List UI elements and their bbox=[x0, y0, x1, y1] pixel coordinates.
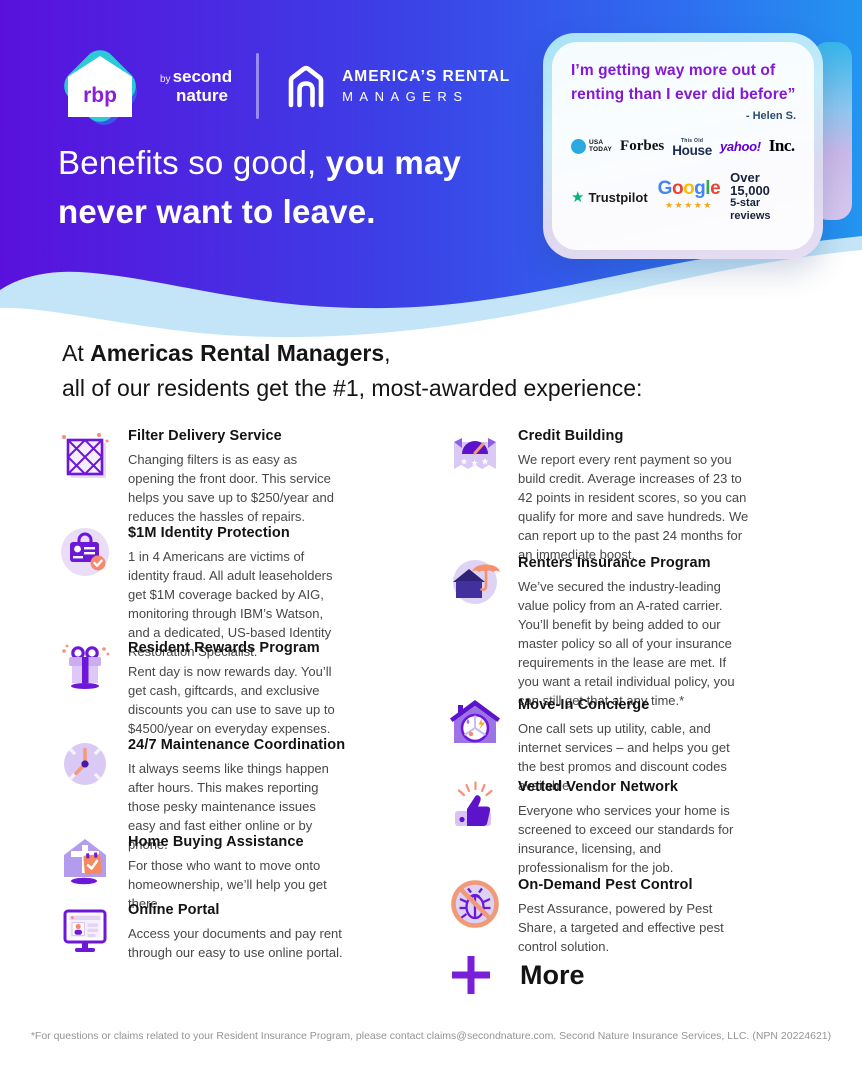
intro-heading: At Americas Rental Managers, all of our … bbox=[62, 336, 642, 406]
by-label: by bbox=[160, 73, 171, 85]
trustpilot-star-icon: ★ bbox=[571, 189, 585, 206]
concierge-house-icon bbox=[448, 697, 502, 751]
feature-title: Resident Rewards Program bbox=[128, 640, 320, 656]
feature-title: Filter Delivery Service bbox=[128, 428, 282, 444]
rbp-logo-text: rbp bbox=[83, 84, 117, 107]
feature-identity-protection: $1M Identity Protection 1 in 4 Americans… bbox=[58, 525, 346, 661]
more-label: More bbox=[520, 959, 585, 990]
feature-credit-building: ★ ★ ★ Credit Building We report every re… bbox=[448, 428, 750, 564]
feature-body: Rent day is now rewards day. You’ll get … bbox=[128, 664, 335, 736]
second-nature-wordmark: by second nature bbox=[160, 66, 233, 105]
feature-body: 1 in 4 Americans are victims of identity… bbox=[128, 549, 333, 659]
intro-line2: all of our residents get the #1, most-aw… bbox=[62, 375, 643, 401]
feature-body: Everyone who services your home is scree… bbox=[518, 803, 734, 875]
umbrella-house-icon bbox=[448, 555, 502, 609]
home-sign-icon bbox=[58, 834, 112, 888]
feature-body: Pest Assurance, powered by Pest Share, a… bbox=[518, 901, 724, 954]
brand-logo-row: rbp by second nature AMERICA’S RENTAL MAN… bbox=[57, 43, 510, 132]
feature-title: Vetted Vendor Network bbox=[518, 779, 679, 795]
feature-body: It always seems like things happen after… bbox=[128, 761, 329, 852]
feature-body: One call sets up utility, cable, and int… bbox=[518, 721, 730, 793]
arm-logo-line2: MANAGERS bbox=[342, 89, 469, 104]
feature-title: Online Portal bbox=[128, 902, 220, 918]
testimonial-card: I’m getting way more out of renting than… bbox=[543, 33, 823, 259]
credit-gauge-icon: ★ ★ ★ bbox=[448, 428, 502, 482]
feature-title: Move-In Concierge bbox=[518, 697, 650, 713]
rbp-logo: rbp bbox=[57, 43, 144, 132]
svg-text:★: ★ bbox=[471, 458, 479, 468]
media-logos-row: USA TODAY Forbes This Old House yahoo! I… bbox=[571, 136, 796, 158]
vertical-divider bbox=[256, 53, 260, 119]
google-five-stars-icon: ★★★★★ bbox=[664, 200, 713, 210]
svg-text:★: ★ bbox=[460, 457, 468, 467]
arm-logo-line1: AMERICA’S RENTAL bbox=[342, 68, 511, 85]
testimonial-quote: I’m getting way more out of renting than… bbox=[571, 62, 796, 103]
feature-resident-rewards: Resident Rewards Program Rent day is now… bbox=[58, 640, 346, 738]
second-nature-line2: nature bbox=[176, 85, 228, 105]
pest-icon bbox=[448, 877, 502, 931]
feature-title: On-Demand Pest Control bbox=[518, 877, 693, 893]
feature-body: We report every rent payment so you buil… bbox=[518, 452, 749, 562]
testimonial-card-inner: I’m getting way more out of renting than… bbox=[552, 42, 814, 250]
americas-rental-managers-logo: AMERICA’S RENTAL MANAGERS bbox=[283, 63, 510, 109]
feature-home-buying: Home Buying Assistance For those who wan… bbox=[58, 834, 346, 913]
feature-title: $1M Identity Protection bbox=[128, 525, 290, 541]
gift-icon bbox=[58, 640, 112, 694]
svg-text:★: ★ bbox=[481, 457, 489, 467]
reviews-row: ★ Trustpilot Google ★★★★★ Over 15,000 5-… bbox=[571, 171, 796, 223]
yahoo-logo: yahoo! bbox=[719, 138, 761, 154]
feature-title: Home Buying Assistance bbox=[128, 834, 304, 850]
intro-brand-name: Americas Rental Managers bbox=[90, 340, 385, 366]
usa-today-circle-icon bbox=[571, 138, 586, 154]
hero-headline: Benefits so good, you may never want to … bbox=[58, 138, 461, 236]
second-nature-line1: second bbox=[172, 66, 233, 86]
plus-icon bbox=[452, 956, 490, 994]
feature-body: For those who want to move onto homeowne… bbox=[128, 858, 327, 911]
arm-house-icon bbox=[288, 65, 324, 108]
feature-maintenance-coordination: 24/7 Maintenance Coordination It always … bbox=[58, 737, 346, 854]
headline-bold2: never want to leave. bbox=[58, 193, 376, 230]
feature-move-in-concierge: Move-In Concierge One call sets up utili… bbox=[448, 697, 750, 795]
feature-online-portal: Online Portal Access your documents and … bbox=[58, 902, 346, 962]
feature-body: We’ve secured the industry-leading value… bbox=[518, 579, 735, 708]
feature-vetted-vendor-network: Vetted Vendor Network Everyone who servi… bbox=[448, 779, 750, 877]
google-logo: Google ★★★★★ bbox=[658, 179, 721, 214]
headline-bold1: you may bbox=[325, 144, 462, 181]
testimonial-attribution: - Helen S. bbox=[745, 110, 796, 122]
hero-header: rbp by second nature AMERICA’S RENTAL MAN… bbox=[0, 0, 862, 360]
feature-body: Access your documents and pay rent throu… bbox=[128, 926, 343, 960]
feature-renters-insurance: Renters Insurance Program We’ve secured … bbox=[448, 555, 750, 710]
usa-today-logo: USA TODAY bbox=[571, 138, 612, 154]
feature-title: Credit Building bbox=[518, 428, 624, 444]
forbes-logo: Forbes bbox=[620, 137, 665, 154]
feature-filter-delivery: Filter Delivery Service Changing filters… bbox=[58, 428, 346, 526]
headline-light: Benefits so good, bbox=[58, 144, 326, 181]
footnote-disclaimer: *For questions or claims related to your… bbox=[30, 1030, 832, 1042]
review-count-text: Over 15,000 5-star reviews bbox=[730, 170, 771, 222]
feature-title: 24/7 Maintenance Coordination bbox=[128, 737, 346, 753]
monitor-icon bbox=[58, 902, 112, 956]
id-card-icon bbox=[58, 525, 112, 579]
feature-pest-control: On-Demand Pest Control Pest Assurance, p… bbox=[448, 877, 750, 956]
trustpilot-logo: ★ Trustpilot bbox=[571, 189, 648, 206]
filter-icon bbox=[58, 428, 112, 482]
clock-icon bbox=[58, 737, 112, 791]
this-old-house-logo: This Old House bbox=[672, 138, 712, 158]
feature-title: Renters Insurance Program bbox=[518, 555, 711, 571]
feature-body: Changing filters is as easy as opening t… bbox=[128, 452, 334, 524]
thumbs-up-icon bbox=[448, 779, 502, 833]
inc-logo: Inc. bbox=[768, 136, 795, 155]
more-benefits-row: More bbox=[448, 952, 585, 998]
